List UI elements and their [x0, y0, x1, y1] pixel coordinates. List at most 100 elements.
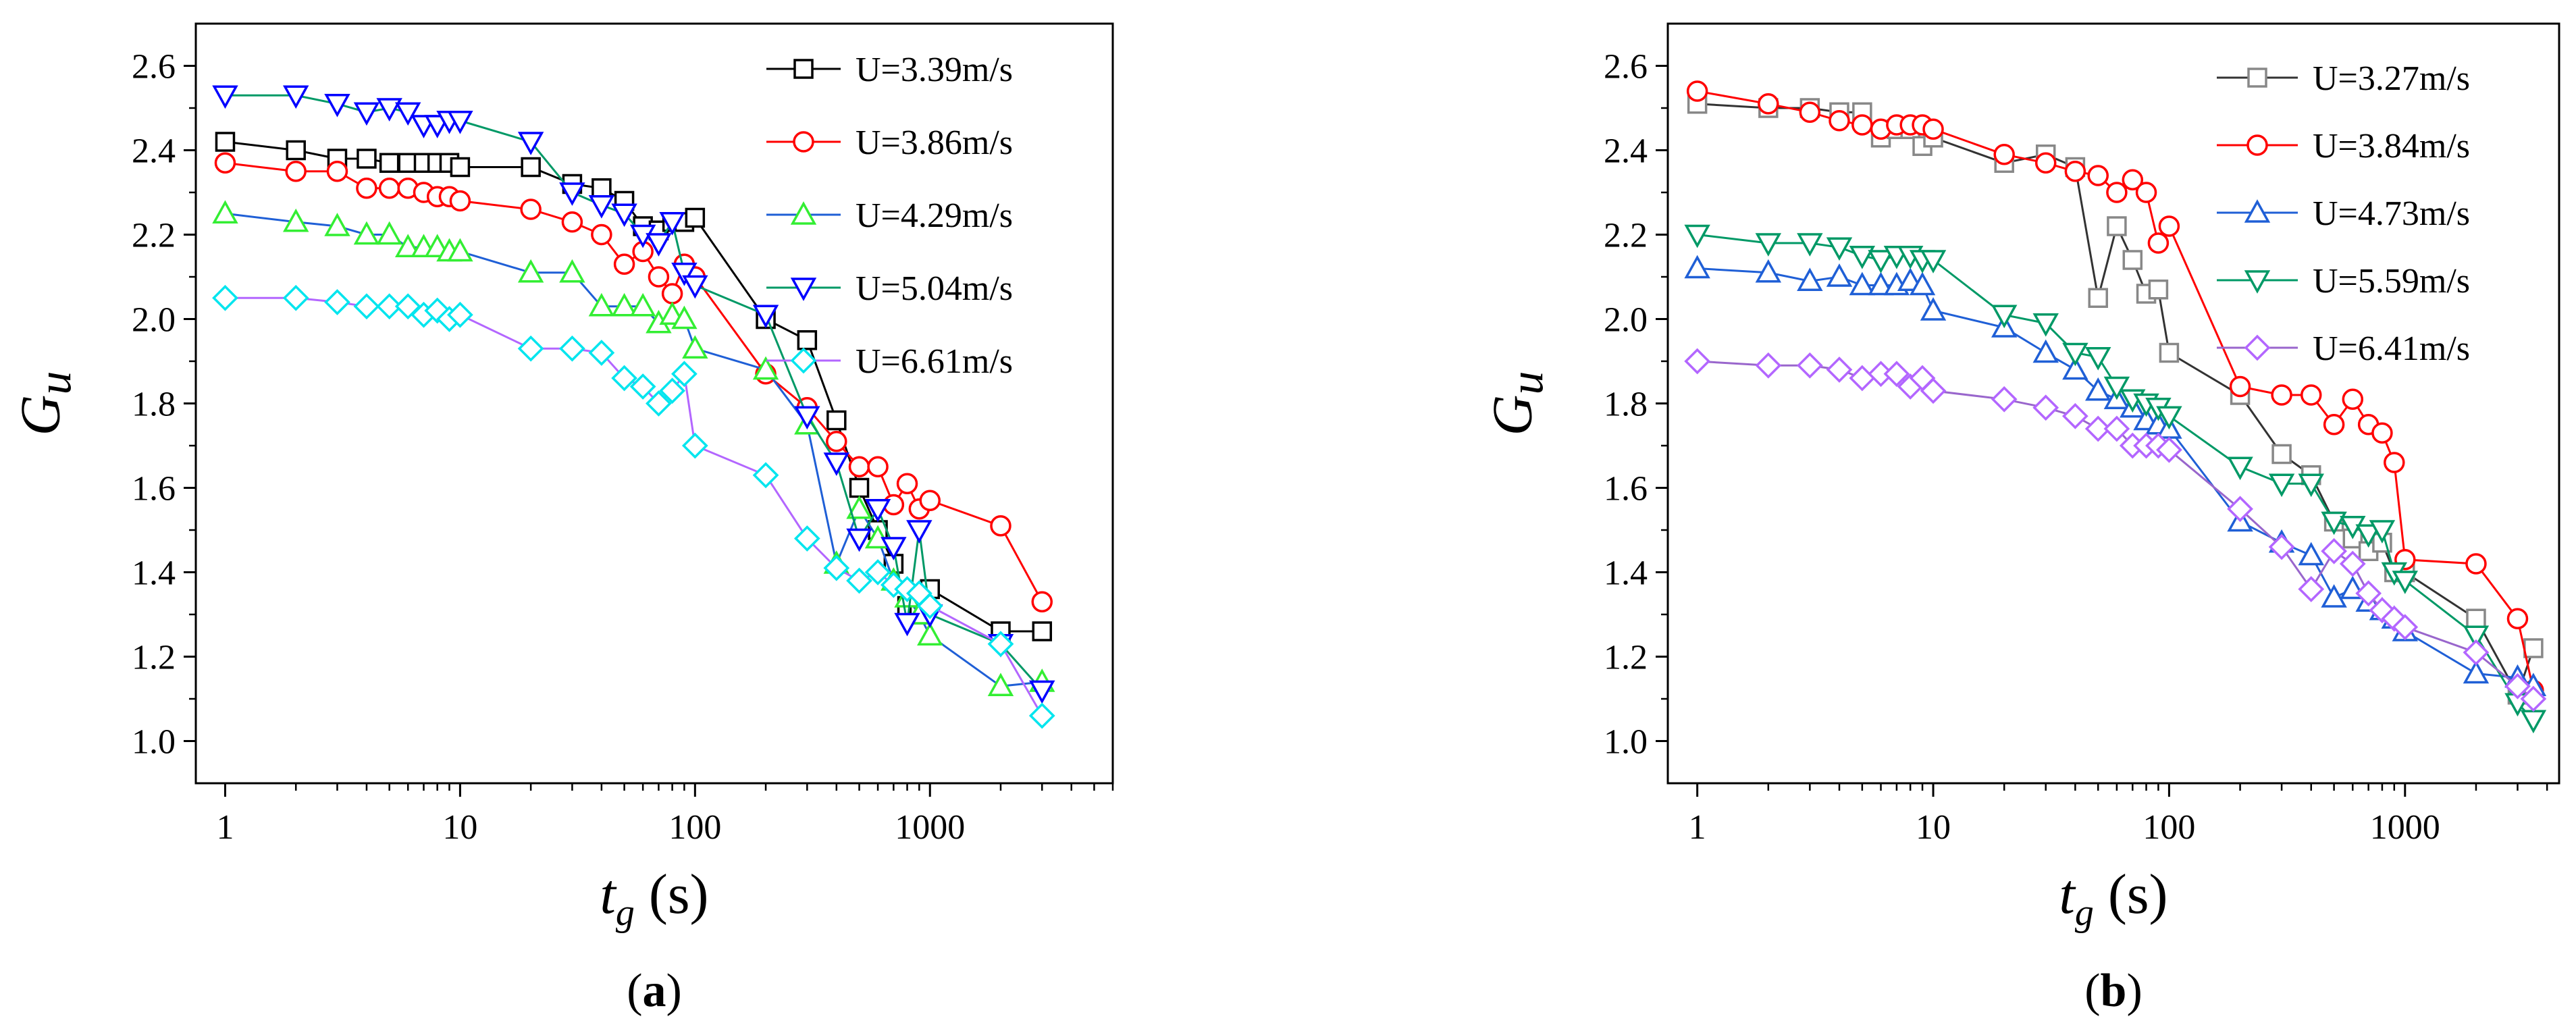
- data-point: [588, 292, 615, 317]
- data-point: [2298, 542, 2324, 566]
- panel-label-close: ): [2126, 965, 2142, 1017]
- data-point: [324, 289, 350, 315]
- data-point: [378, 178, 400, 199]
- data-point: [2298, 473, 2324, 498]
- legend-label: U=6.61m/s: [856, 342, 1013, 381]
- panel-label-close: ): [666, 965, 682, 1017]
- data-point: [752, 462, 779, 489]
- data-point: [2355, 580, 2382, 607]
- legend-marker: [2247, 68, 2267, 88]
- data-point: [1909, 271, 1936, 296]
- data-point: [661, 283, 683, 305]
- data-point: [864, 499, 891, 523]
- data-point: [394, 293, 421, 320]
- data-point: [2147, 232, 2170, 254]
- x-tick-label: 1000: [895, 808, 965, 847]
- data-point: [2323, 414, 2345, 436]
- data-point: [591, 223, 612, 246]
- data-point: [2227, 496, 2253, 523]
- data-point: [1796, 352, 1823, 379]
- data-point: [324, 213, 350, 236]
- data-point: [1686, 80, 1708, 102]
- data-point: [2355, 524, 2382, 548]
- data-point: [2085, 347, 2111, 371]
- data-point: [561, 211, 583, 233]
- data-point: [1684, 255, 1710, 279]
- data-point: [1991, 305, 2018, 329]
- x-axis-title-subscript: g: [2075, 892, 2094, 934]
- y-axis-title-main: G: [1481, 395, 1544, 436]
- data-point: [671, 305, 698, 330]
- data-point: [894, 612, 920, 637]
- data-point: [212, 85, 238, 109]
- x-tick-label: 10: [442, 808, 477, 847]
- data-point: [2384, 452, 2405, 473]
- data-point: [2463, 639, 2490, 666]
- data-point: [646, 233, 672, 257]
- data-point: [517, 259, 544, 283]
- x-axis-title: tg (s): [600, 863, 709, 934]
- data-point: [2122, 169, 2144, 190]
- y-tick-label: 1.0: [1604, 723, 1648, 762]
- data-point: [1755, 259, 1782, 283]
- x-axis-title: tg (s): [2059, 863, 2168, 934]
- data-point: [1028, 702, 1055, 729]
- legend-marker: [2244, 270, 2271, 294]
- data-point: [212, 200, 238, 223]
- data-point: [286, 140, 306, 161]
- data-point: [2271, 444, 2292, 465]
- panel-label-letter: a: [643, 965, 666, 1017]
- data-point: [1684, 348, 1711, 375]
- data-point: [450, 157, 471, 178]
- y-tick-label: 1.4: [1604, 554, 1648, 593]
- data-point: [2061, 402, 2088, 429]
- legend-marker: [790, 347, 817, 374]
- data-point: [916, 593, 943, 619]
- data-point: [896, 473, 918, 494]
- y-axis-title: Gu: [9, 371, 81, 436]
- data-point: [864, 559, 891, 585]
- data-point: [353, 102, 380, 126]
- data-point: [826, 410, 847, 431]
- y-axis-title-subscript: u: [29, 371, 81, 395]
- data-point: [1829, 110, 1850, 132]
- data-point: [2103, 376, 2130, 400]
- data-point: [214, 152, 236, 174]
- data-point: [2466, 608, 2486, 629]
- data-point: [2034, 152, 2057, 174]
- data-point: [357, 149, 377, 169]
- data-point: [682, 275, 708, 299]
- data-point: [282, 85, 309, 109]
- data-point: [849, 477, 870, 498]
- data-point: [1032, 621, 1053, 641]
- data-point: [285, 161, 307, 182]
- data-point: [282, 284, 309, 311]
- data-point: [797, 330, 818, 350]
- panel-label-open: (: [2084, 965, 2100, 1017]
- data-point: [2268, 533, 2295, 560]
- data-point: [424, 297, 451, 324]
- data-point: [2148, 280, 2169, 300]
- x-tick-label: 1000: [2370, 808, 2440, 847]
- y-tick-label: 1.8: [1604, 386, 1648, 424]
- data-point: [2122, 250, 2143, 270]
- data-point: [987, 673, 1014, 696]
- data-point: [559, 259, 585, 283]
- data-point: [685, 207, 706, 228]
- data-point: [611, 365, 637, 392]
- y-tick-label: 2.2: [1604, 217, 1648, 255]
- y-tick-label: 2.0: [1604, 301, 1648, 340]
- data-point: [2062, 356, 2088, 380]
- x-axis-title-unit: (s): [635, 863, 709, 926]
- x-axis-title-subscript: g: [616, 892, 635, 934]
- data-point: [2085, 377, 2111, 401]
- y-tick-label: 2.4: [132, 132, 176, 171]
- data-point: [2520, 685, 2547, 712]
- data-point: [2465, 553, 2487, 575]
- legend-marker: [790, 278, 817, 301]
- data-point: [379, 153, 400, 173]
- panel-label: (a): [627, 965, 682, 1017]
- data-point: [2520, 710, 2547, 734]
- y-tick-label: 1.6: [1604, 470, 1648, 508]
- x-tick-label: 1: [216, 808, 234, 847]
